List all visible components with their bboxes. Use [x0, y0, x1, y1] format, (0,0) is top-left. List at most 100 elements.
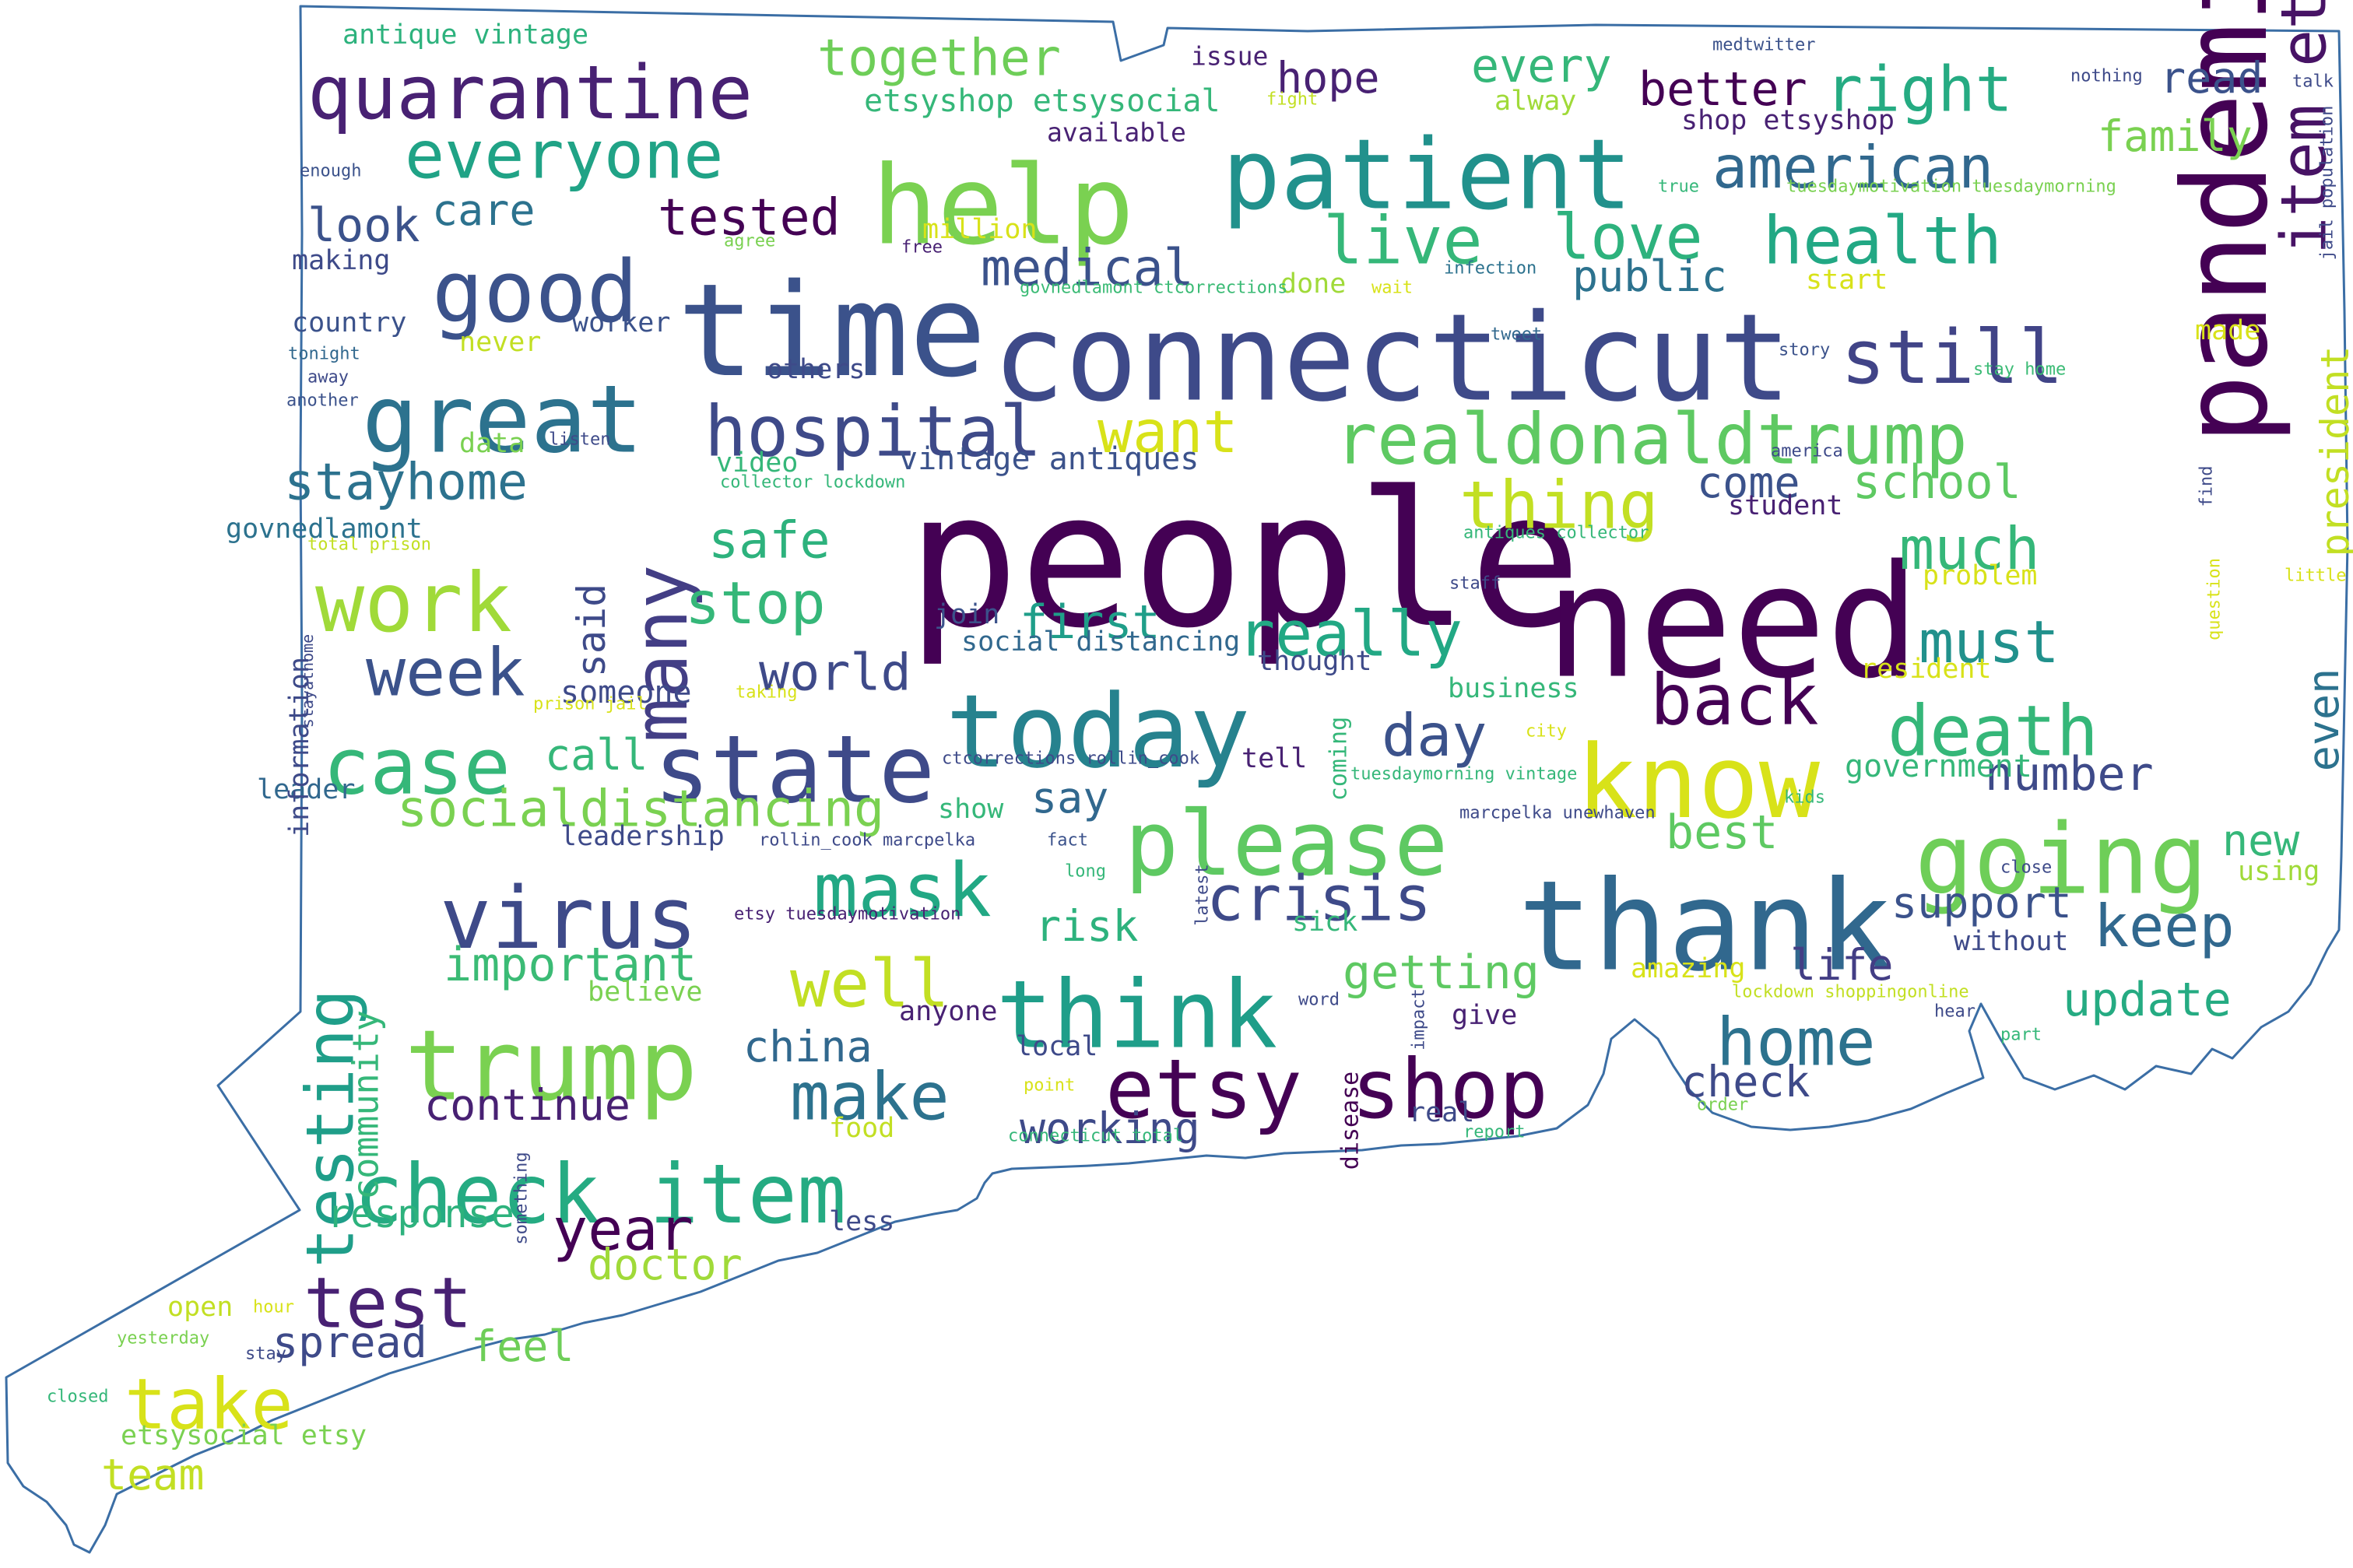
word-mask: mask — [813, 848, 992, 934]
word-nothing: nothing — [2070, 67, 2143, 86]
word-govnedlamont: govnedlamont — [226, 514, 423, 545]
word-world: world — [759, 644, 911, 703]
word-alway: alway — [1494, 86, 1576, 117]
word-check-item: check item — [354, 1147, 846, 1242]
word-risk: risk — [1035, 901, 1138, 951]
word-question: question — [2205, 558, 2225, 640]
word-others: others — [767, 354, 865, 385]
word-using: using — [2238, 856, 2320, 887]
word-today: today — [946, 672, 1250, 791]
word-best: best — [1666, 805, 1779, 860]
word-million: million — [922, 214, 1038, 245]
word-listen: listen — [549, 430, 610, 450]
word-china: china — [743, 1022, 873, 1072]
word-case: case — [323, 721, 511, 812]
word-making: making — [292, 245, 390, 276]
word-business: business — [1448, 673, 1579, 704]
word-tweet: tweet — [1491, 325, 1542, 345]
word-ctcorrections-rollin-cook: ctcorrections rollin_cook — [942, 749, 1199, 769]
word-wait: wait — [1371, 279, 1413, 298]
word-test: test — [304, 1263, 472, 1345]
word-continue: continue — [424, 1080, 630, 1130]
word-local: local — [1016, 1031, 1097, 1062]
word-working: working — [1020, 1103, 1200, 1153]
word-right: right — [1825, 54, 2013, 126]
word-need: need — [1545, 532, 1920, 714]
word-quarantine: quarantine — [307, 51, 753, 136]
word-life: life — [1790, 940, 1893, 990]
word-thing: thing — [1459, 468, 1659, 545]
word-feel: feel — [471, 1321, 574, 1371]
word-socialdistancing: socialdistancing — [397, 780, 884, 839]
word-done: done — [1280, 268, 1346, 300]
word-stay-home: stay home — [1973, 360, 2066, 380]
word-another: another — [286, 391, 359, 411]
word-doctor: doctor — [588, 1240, 743, 1289]
word-show: show — [938, 794, 1004, 825]
word-american: american — [1712, 133, 1993, 202]
word-want: want — [1097, 398, 1238, 466]
word-family: family — [2098, 111, 2253, 161]
word-really: really — [1238, 598, 1463, 671]
word-open: open — [167, 1292, 233, 1323]
word-everyone: everyone — [405, 118, 723, 195]
word-item-etsy: item etsy — [2268, 0, 2341, 254]
word-etsysocial-etsy: etsysocial etsy — [121, 1420, 367, 1451]
word-story: story — [1779, 341, 1830, 360]
word-real: real — [1409, 1097, 1474, 1128]
word-believe: believe — [588, 977, 703, 1008]
word-infection: infection — [1444, 259, 1536, 279]
word-connecticut-total: connecticut total — [1008, 1127, 1183, 1146]
word-free: free — [901, 238, 943, 258]
word-week: week — [366, 635, 525, 712]
word-food: food — [829, 1113, 894, 1144]
word-tuesdaymorning-vintage: tuesdaymorning vintage — [1350, 765, 1577, 784]
word-check: check — [1681, 1057, 1810, 1107]
word-know: know — [1576, 723, 1821, 841]
word-worker: worker — [572, 307, 670, 339]
word-america: america — [1771, 442, 1843, 461]
word-city: city — [1526, 722, 1567, 742]
word-look: look — [307, 198, 420, 253]
word-medtwitter: medtwitter — [1712, 36, 1815, 55]
word-someone: someone — [560, 675, 692, 710]
word-hospital: hospital — [704, 391, 1041, 473]
connecticut-state-outline — [5, 5, 2349, 1554]
word-medical: medical — [981, 240, 1194, 298]
word-tonight: tonight — [288, 345, 360, 364]
word-less: less — [829, 1206, 894, 1237]
word-stayathome: stayathome — [298, 634, 317, 728]
word-thought: thought — [1257, 646, 1372, 677]
word-government: government — [1845, 749, 2032, 784]
word-find: find — [2197, 466, 2217, 507]
word-true: true — [1658, 177, 1699, 197]
word-going: going — [1915, 804, 2207, 917]
word-sick: sick — [1292, 907, 1357, 938]
word-number: number — [1985, 747, 2154, 802]
word-realdonaldtrump: realdonaldtrump — [1335, 399, 1968, 481]
word-connecticut: connecticut — [992, 288, 1792, 429]
word-leadership: leadership — [560, 821, 725, 852]
word-antique-vintage: antique vintage — [342, 19, 588, 51]
word-anyone: anyone — [899, 996, 997, 1027]
word-issue: issue — [1191, 41, 1268, 72]
word-collector-lockdown: collector lockdown — [720, 473, 905, 493]
word-away: away — [307, 368, 349, 388]
word-stop: stop — [685, 569, 826, 637]
word-better: better — [1638, 62, 1807, 117]
word-safe: safe — [708, 512, 831, 570]
word-support: support — [1891, 878, 2072, 928]
word-say: say — [1031, 773, 1108, 823]
word-home: home — [1716, 1005, 1876, 1082]
word-etsyshop-etsysocial: etsyshop etsysocial — [864, 83, 1220, 119]
word-give: give — [1452, 1000, 1517, 1031]
word-crisis: crisis — [1206, 863, 1431, 935]
word-much: much — [1899, 514, 2040, 583]
word-even: even — [2299, 668, 2348, 771]
word-president: president — [2313, 346, 2353, 557]
word-close: close — [2000, 858, 2052, 878]
word-health: health — [1763, 203, 2002, 280]
word-stay: stay — [245, 1345, 286, 1364]
word-tested: tested — [658, 189, 841, 247]
